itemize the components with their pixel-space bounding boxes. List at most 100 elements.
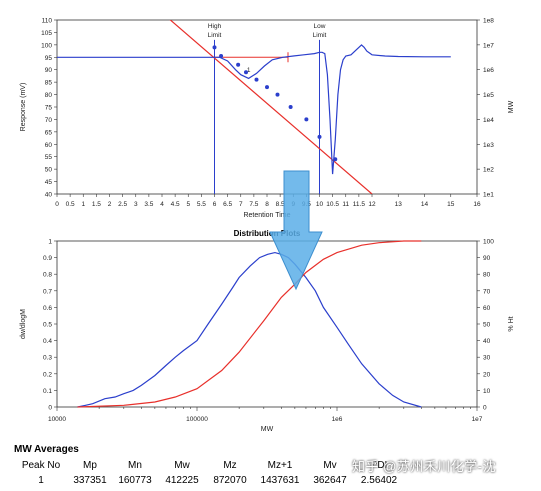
x-tick-label: 3 [134, 201, 138, 208]
x-tick-label: 6 [213, 201, 217, 208]
plot1-frame [56, 19, 478, 195]
calibration-point [254, 77, 259, 82]
y2-axis-label: MW [508, 100, 515, 113]
mw-cell-pdi: 2.56402 [360, 475, 398, 486]
mw-cell-mw: 412225 [165, 475, 199, 486]
y-tick-label: 85 [45, 80, 53, 87]
mw-header-mz: Mz [223, 460, 237, 471]
y-tick-label: 110 [42, 18, 53, 25]
y-tick-label: 100 [41, 42, 52, 49]
y-tick-label: 65 [45, 129, 53, 136]
x-axis-label: MW [261, 426, 274, 433]
x-tick-label: 2.5 [118, 201, 127, 208]
y2-tick-label: 50 [483, 322, 491, 329]
y-tick-label: 1 [48, 239, 52, 246]
x-tick-label: 11 [342, 201, 349, 208]
y2-tick-label: 1e4 [483, 117, 494, 124]
calibration-point [244, 70, 248, 75]
mw-cell-mp: 337351 [73, 475, 107, 486]
chromatogram-series [57, 44, 451, 175]
y-tick-label: 45 [45, 179, 53, 186]
calibration-point [236, 62, 241, 67]
distribution-plot-title: Distribution Plots [234, 229, 301, 238]
mw-averages-title: MW Averages [14, 444, 79, 455]
x-tick-label: 1.5 [92, 201, 101, 208]
y2-tick-label: 0 [483, 405, 487, 412]
plot2-frame [56, 240, 478, 408]
mw-averages-table: Peak No Mp Mn Mw Mz Mz+1 Mv PDI 1 337351… [14, 458, 404, 488]
y2-tick-label: 60 [483, 305, 491, 312]
calibration-point [265, 85, 269, 90]
watermark-text: 知乎 @苏州禾川化学-沈 [352, 459, 497, 474]
y2-tick-label: 1e5 [483, 92, 494, 99]
x2-tick-label: 1e6 [332, 416, 343, 423]
x-tick-label: 8 [265, 201, 269, 208]
y2-tick-label: 1e3 [483, 142, 494, 149]
y2-tick-label: 90 [483, 255, 491, 262]
y2-tick-label: 1e8 [483, 18, 494, 25]
y2-tick-label: 1e1 [483, 192, 494, 199]
mw-header-mw: Mw [174, 460, 190, 471]
x-tick-label: 10 [316, 201, 324, 208]
y-tick-label: 50 [45, 167, 53, 174]
x-tick-label: 5.5 [197, 201, 206, 208]
x-tick-label: 12 [368, 201, 376, 208]
calibration-point [317, 134, 322, 139]
mw-header-peak-no: Peak No [21, 460, 61, 471]
mw-cell-mn: 160773 [118, 475, 152, 486]
mw-cell-mz: 872070 [213, 475, 247, 486]
mw-cell-mz1: 1437631 [260, 475, 300, 486]
y-tick-label: 0 [48, 405, 52, 412]
peak-label: 1 [247, 67, 251, 74]
limit-label: Limit [313, 32, 327, 39]
x-tick-label: 4 [160, 201, 164, 208]
limit-label: Limit [208, 32, 222, 39]
cumulative-series [77, 240, 422, 408]
y-tick-label: 0.7 [43, 288, 52, 295]
x-tick-label: 0.5 [66, 201, 75, 208]
y-tick-label: 0.2 [43, 371, 52, 378]
y2-tick-label: 80 [483, 272, 491, 279]
y-tick-label: 90 [45, 67, 53, 74]
mw-averages-section: MW Averages Peak No Mp Mn Mw Mz Mz+1 Mv … [0, 440, 541, 491]
x-tick-label: 13 [395, 201, 403, 208]
y2-tick-label: 1e6 [483, 67, 494, 74]
calibration-line [169, 20, 373, 194]
y-tick-label: 0.1 [43, 388, 52, 395]
x-tick-label: 0 [55, 201, 59, 208]
mw-header-mz1: Mz+1 [267, 460, 293, 471]
y-tick-label: 105 [41, 30, 52, 37]
y-tick-label: 60 [45, 142, 53, 149]
y2-tick-label: 20 [483, 371, 491, 378]
x-tick-label: 10.5 [326, 201, 339, 208]
x-tick-label: 16 [473, 201, 481, 208]
y-tick-label: 0.5 [43, 322, 52, 329]
y2-tick-label: 100 [483, 239, 494, 246]
y-tick-label: 75 [45, 105, 53, 112]
x-tick-label: 2 [108, 201, 112, 208]
x-axis-label: Retention Time [243, 212, 290, 219]
calibration-point [275, 92, 280, 97]
limit-label: High [208, 23, 222, 30]
y2-tick-label: 1e7 [483, 42, 494, 49]
x-tick-label: 1 [81, 201, 85, 208]
x-tick-label: 8.5 [276, 201, 285, 208]
y-tick-label: 0.4 [43, 338, 52, 345]
mw-header-mv: Mv [323, 460, 337, 471]
y-tick-label: 80 [45, 92, 53, 99]
y2-axis-label: % Ht [508, 316, 515, 331]
mw-header-mn: Mn [128, 460, 142, 471]
x-tick-label: 7.5 [249, 201, 258, 208]
y-tick-label: 55 [45, 154, 53, 161]
y-tick-label: 40 [45, 192, 53, 199]
x-tick-label: 4.5 [171, 201, 180, 208]
y-tick-label: 0.6 [43, 305, 52, 312]
y2-tick-label: 10 [483, 388, 491, 395]
calibration-point [333, 157, 338, 162]
down-arrow-icon [269, 170, 323, 291]
x2-tick-label: 1e7 [472, 416, 483, 423]
y-tick-label: 0.9 [43, 255, 52, 262]
limit-label: Low [314, 23, 326, 30]
y2-tick-label: 40 [483, 338, 491, 345]
